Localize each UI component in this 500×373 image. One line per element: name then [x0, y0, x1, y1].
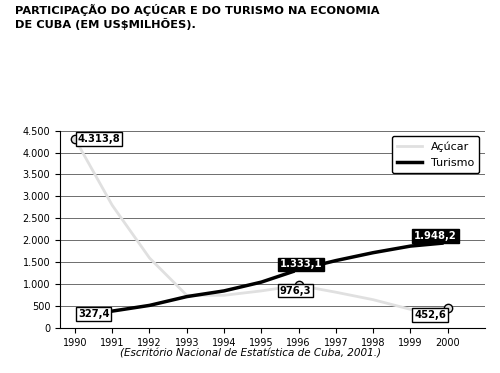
Text: 1.333,1: 1.333,1	[280, 259, 322, 269]
Text: 976,3: 976,3	[280, 286, 312, 296]
Text: (Escritório Nacional de Estatística de Cuba, 2001.): (Escritório Nacional de Estatística de C…	[120, 348, 380, 358]
Text: PARTICIPAÇÃO DO AÇÚCAR E DO TURISMO NA ECONOMIA
DE CUBA (EM US$MILHÕES).: PARTICIPAÇÃO DO AÇÚCAR E DO TURISMO NA E…	[15, 4, 380, 30]
Legend: Açúcar, Turismo: Açúcar, Turismo	[392, 136, 480, 173]
Text: 4.313,8: 4.313,8	[78, 134, 120, 144]
Text: 327,4: 327,4	[78, 309, 110, 319]
Text: 452,6: 452,6	[414, 310, 446, 320]
Text: 1.948,2: 1.948,2	[414, 231, 457, 241]
